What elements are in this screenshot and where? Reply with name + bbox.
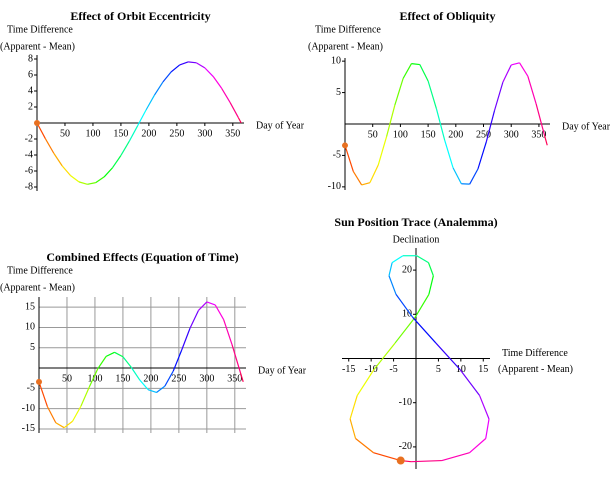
y-tick-label: -20 — [399, 441, 412, 452]
y-tick-label: 20 — [402, 264, 412, 275]
x-tick-label: 250 — [169, 128, 184, 139]
start-marker — [36, 379, 42, 385]
x-tick-label: -15 — [342, 364, 355, 375]
x-axis-label: Time Difference — [502, 348, 568, 359]
y-tick-label: -8 — [25, 181, 33, 192]
chart-title: Combined Effects (Equation of Time) — [46, 250, 238, 264]
y-tick-label: -15 — [22, 423, 35, 434]
x-axis-label: Day of Year — [562, 121, 611, 132]
y-tick-label: 6 — [28, 69, 33, 80]
x-tick-label: 200 — [448, 129, 463, 140]
x-tick-label: 350 — [225, 128, 240, 139]
x-tick-label: 300 — [199, 373, 214, 384]
y-axis-label: Time Difference — [7, 265, 73, 276]
x-axis-label: Day of Year — [258, 365, 307, 376]
x-axis-label: Day of Year — [256, 120, 305, 131]
x-tick-label: 200 — [143, 373, 158, 384]
y-tick-label: 5 — [30, 342, 35, 353]
y-axis-label: Time Difference — [315, 24, 381, 35]
y-tick-label: -5 — [333, 150, 341, 161]
x-tick-label: 150 — [115, 373, 130, 384]
y-axis-label: (Apparent - Mean) — [308, 41, 383, 52]
x-tick-label: 200 — [141, 128, 156, 139]
x-tick-label: 100 — [393, 129, 408, 140]
y-tick-label: -2 — [25, 133, 33, 144]
y-tick-label: 8 — [28, 53, 33, 64]
x-tick-label: 350 — [227, 373, 242, 384]
chart-title: Effect of Orbit Eccentricity — [70, 9, 210, 23]
x-axis-label: (Apparent - Mean) — [498, 364, 573, 375]
x-tick-label: 300 — [197, 128, 212, 139]
y-tick-label: 2 — [28, 101, 33, 112]
y-tick-label: 15 — [25, 301, 35, 312]
x-tick-label: 5 — [436, 364, 441, 375]
y-axis-label: Declination — [393, 234, 440, 245]
chart-title: Effect of Obliquity — [400, 9, 496, 23]
y-tick-label: -4 — [25, 149, 33, 160]
y-tick-label: -6 — [25, 165, 33, 176]
y-tick-label: 4 — [28, 85, 33, 96]
x-tick-label: 300 — [504, 129, 519, 140]
y-axis-label: (Apparent - Mean) — [0, 41, 75, 52]
x-tick-label: 10 — [456, 364, 466, 375]
x-tick-label: -5 — [389, 364, 397, 375]
y-tick-label: -10 — [399, 397, 412, 408]
y-tick-label: -10 — [22, 403, 35, 414]
x-tick-label: 100 — [85, 128, 100, 139]
y-tick-label: 5 — [336, 87, 341, 98]
x-tick-label: 150 — [421, 129, 436, 140]
x-tick-label: 15 — [478, 364, 488, 375]
start-marker — [397, 457, 405, 465]
y-axis-label: (Apparent - Mean) — [0, 282, 75, 293]
x-tick-label: 50 — [368, 129, 378, 140]
start-marker — [342, 142, 348, 148]
y-tick-label: -5 — [27, 383, 35, 394]
y-axis-label: Time Difference — [7, 24, 73, 35]
chart-title: Sun Position Trace (Analemma) — [334, 215, 497, 229]
y-tick-label: 10 — [25, 322, 35, 333]
y-tick-label: -10 — [328, 181, 341, 192]
x-tick-label: 250 — [171, 373, 186, 384]
x-tick-label: 150 — [113, 128, 128, 139]
x-tick-label: 50 — [62, 373, 72, 384]
y-tick-label: 10 — [331, 55, 341, 66]
start-marker — [34, 120, 40, 126]
x-tick-label: 50 — [60, 128, 70, 139]
